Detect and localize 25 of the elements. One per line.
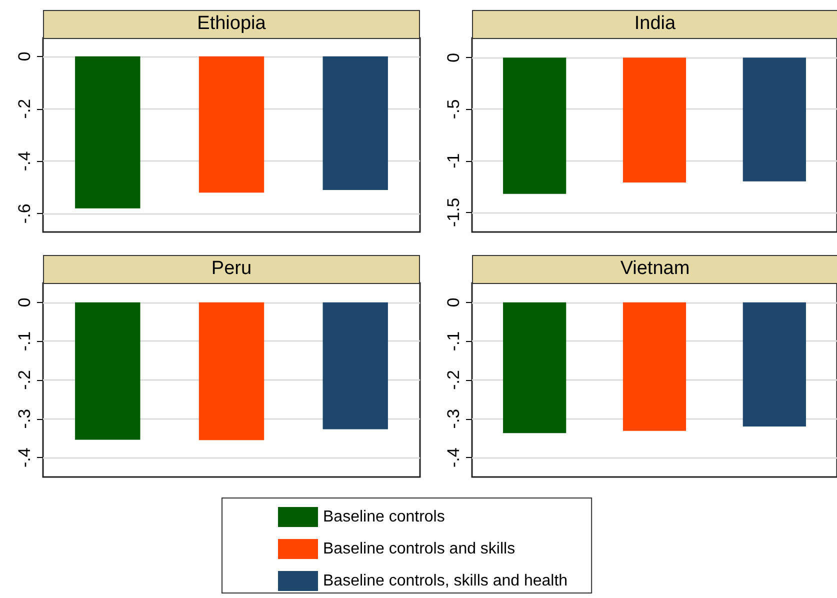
y-tick-label: -.3 xyxy=(444,408,463,429)
legend-label: Baseline controls xyxy=(323,508,445,526)
y-tick-label: -.4 xyxy=(444,448,463,468)
y-tick-label: -.3 xyxy=(15,408,34,429)
y-tick-label: -.6 xyxy=(15,204,34,224)
y-tick-label: -.1 xyxy=(444,331,463,352)
legend-label: Baseline controls, skills and health xyxy=(323,572,568,590)
y-tick-label: 0 xyxy=(444,52,463,62)
y-tick-label: -1.5 xyxy=(444,198,463,228)
y-tick-label: 0 xyxy=(444,298,463,308)
legend-label: Baseline controls and skills xyxy=(323,540,516,558)
y-tick-label: -.4 xyxy=(15,448,34,468)
y-tick-label: 0 xyxy=(15,298,34,308)
chart-title: Ethiopia xyxy=(43,10,420,39)
y-tick-label: -1 xyxy=(444,153,463,168)
y-tick-label: -.1 xyxy=(15,331,34,352)
y-tick-label: -.2 xyxy=(444,370,463,390)
y-tick-label: -.2 xyxy=(15,98,34,119)
chart-title: Vietnam xyxy=(472,255,837,284)
y-tick-label: -.4 xyxy=(15,151,34,172)
y-tick-label: 0 xyxy=(15,52,34,62)
chart-title: Peru xyxy=(43,255,420,284)
chart-title: India xyxy=(472,10,837,39)
y-tick-label: -.5 xyxy=(444,99,463,120)
y-tick-label: -.2 xyxy=(15,370,34,390)
